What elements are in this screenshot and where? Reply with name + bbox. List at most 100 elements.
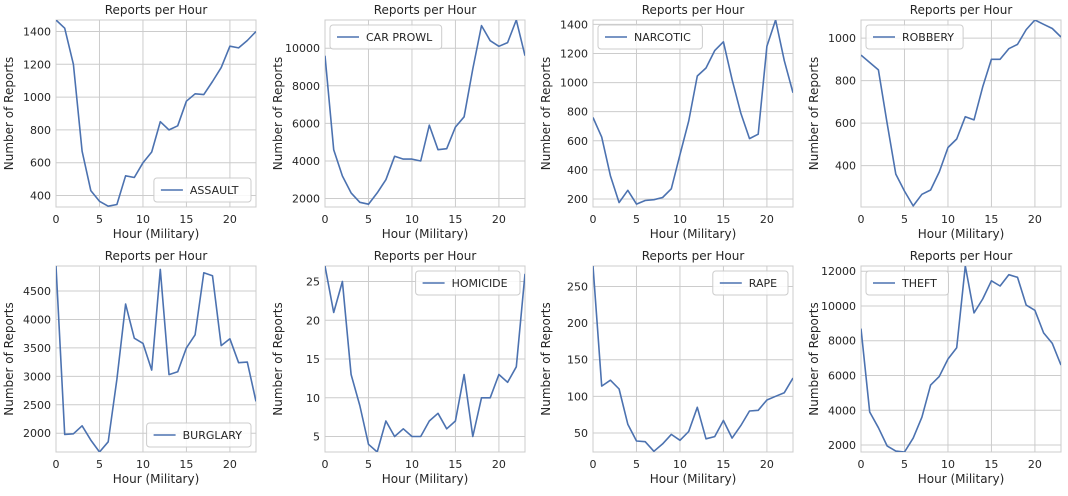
subplot-1: 0 5 10 15 20 400 600 800 1000 1200 1400 Reports per… — [2, 3, 257, 241]
chart-title: Reports per Hour — [642, 249, 745, 263]
legend-label: CAR PROWL — [366, 31, 433, 44]
x-tick-label: 5 — [633, 213, 640, 226]
x-axis-label: Hour (Military) — [650, 227, 737, 241]
y-axis-label: Number of Reports — [539, 302, 553, 415]
legend: HOMICIDE — [415, 270, 521, 296]
y-tick-label: 8000 — [292, 80, 320, 93]
subplot-3: 0 5 10 15 20 200 400 600 800 1000 1200 1400 Reports … — [539, 3, 794, 241]
y-tick-label: 10000 — [285, 42, 320, 55]
legend-box — [712, 270, 789, 296]
legend-label: NARCOTIC — [634, 31, 691, 44]
x-tick-label: 0 — [858, 458, 865, 471]
x-tick-label: 10 — [136, 213, 150, 226]
legend-box — [146, 422, 252, 448]
y-tick-label: 2000 — [828, 439, 856, 452]
y-tick-label: 10 — [306, 392, 320, 405]
x-axis-label: Hour (Military) — [918, 227, 1005, 241]
x-tick-label: 0 — [322, 458, 329, 471]
y-axis-label: Number of Reports — [271, 302, 285, 415]
y-tick-label: 2000 — [292, 193, 320, 206]
chart-title: Reports per Hour — [105, 249, 208, 263]
legend-box — [153, 177, 252, 203]
y-tick-label: 5 — [313, 431, 320, 444]
x-tick-label: 20 — [223, 213, 237, 226]
legend-label: BURGLARY — [183, 429, 243, 442]
plot-area — [861, 20, 1061, 207]
x-tick-label: 15 — [448, 213, 462, 226]
x-tick-label: 20 — [760, 458, 774, 471]
plot-area — [56, 266, 256, 452]
y-tick-label: 1200 — [23, 58, 51, 71]
y-tick-label: 1000 — [23, 91, 51, 104]
series-line-homicide — [325, 266, 525, 452]
plot-frame — [324, 265, 526, 453]
y-tick-label: 200 — [567, 193, 588, 206]
y-tick-label: 15 — [306, 353, 320, 366]
x-tick-label: 15 — [984, 458, 998, 471]
y-tick-label: 400 — [835, 160, 856, 173]
y-tick-label: 4500 — [23, 285, 51, 298]
plot-area — [56, 20, 256, 207]
y-tick-label: 250 — [567, 281, 588, 294]
y-tick-label: 4000 — [828, 404, 856, 417]
x-axis-label: Hour (Military) — [382, 227, 469, 241]
chart-title: Reports per Hour — [105, 3, 208, 17]
legend-box — [865, 270, 949, 296]
x-tick-label: 15 — [984, 213, 998, 226]
y-tick-label: 400 — [30, 190, 51, 203]
x-tick-label: 15 — [179, 213, 193, 226]
x-tick-label: 10 — [136, 458, 150, 471]
y-tick-label: 600 — [835, 117, 856, 130]
legend-label: ROBBERY — [902, 31, 954, 44]
series-line-theft — [861, 266, 1061, 452]
x-tick-label: 0 — [53, 213, 60, 226]
x-tick-label: 20 — [492, 213, 506, 226]
y-tick-label: 1000 — [560, 77, 588, 90]
x-tick-label: 15 — [448, 458, 462, 471]
y-tick-label: 2500 — [23, 399, 51, 412]
y-tick-label: 600 — [567, 135, 588, 148]
plot-frame — [324, 19, 526, 208]
x-tick-label: 20 — [1028, 213, 1042, 226]
series-line-assault — [56, 20, 256, 207]
plot-frame — [55, 19, 257, 208]
y-tick-label: 800 — [567, 106, 588, 119]
y-tick-label: 400 — [567, 164, 588, 177]
y-axis-label: Number of Reports — [2, 57, 16, 170]
chart-title: Reports per Hour — [374, 3, 477, 17]
y-tick-label: 50 — [574, 427, 588, 440]
y-tick-label: 150 — [567, 354, 588, 367]
x-tick-label: 0 — [53, 458, 60, 471]
legend: ROBBERY — [865, 24, 964, 50]
x-axis-label: Hour (Military) — [650, 472, 737, 486]
series-line-burglary — [56, 266, 256, 452]
y-tick-label: 2000 — [23, 427, 51, 440]
series-line-robbery — [861, 20, 1061, 207]
legend-label: RAPE — [749, 277, 777, 290]
y-axis-label: Number of Reports — [271, 57, 285, 170]
y-axis-label: Number of Reports — [807, 302, 821, 415]
y-tick-label: 3500 — [23, 342, 51, 355]
x-axis-label: Hour (Military) — [382, 472, 469, 486]
x-tick-label: 10 — [673, 213, 687, 226]
x-tick-label: 5 — [96, 213, 103, 226]
legend: THEFT — [865, 270, 949, 296]
plot-area — [861, 266, 1061, 452]
x-tick-label: 20 — [760, 213, 774, 226]
y-axis-label: Number of Reports — [539, 57, 553, 170]
subplot-4: 0 5 10 15 20 400 600 800 1000 Reports per Hour Hou… — [807, 3, 1062, 241]
y-tick-label: 1000 — [828, 32, 856, 45]
y-tick-label: 100 — [567, 390, 588, 403]
series-line-rape — [593, 266, 793, 452]
y-tick-label: 4000 — [23, 313, 51, 326]
x-tick-label: 15 — [179, 458, 193, 471]
plot-frame — [592, 19, 794, 208]
x-axis-label: Hour (Military) — [113, 472, 200, 486]
plot-area — [325, 20, 525, 207]
plot-frame — [860, 19, 1062, 208]
x-tick-label: 5 — [365, 458, 372, 471]
series-line-narcotic — [593, 20, 793, 205]
legend-label: HOMICIDE — [452, 277, 508, 290]
x-tick-label: 0 — [858, 213, 865, 226]
